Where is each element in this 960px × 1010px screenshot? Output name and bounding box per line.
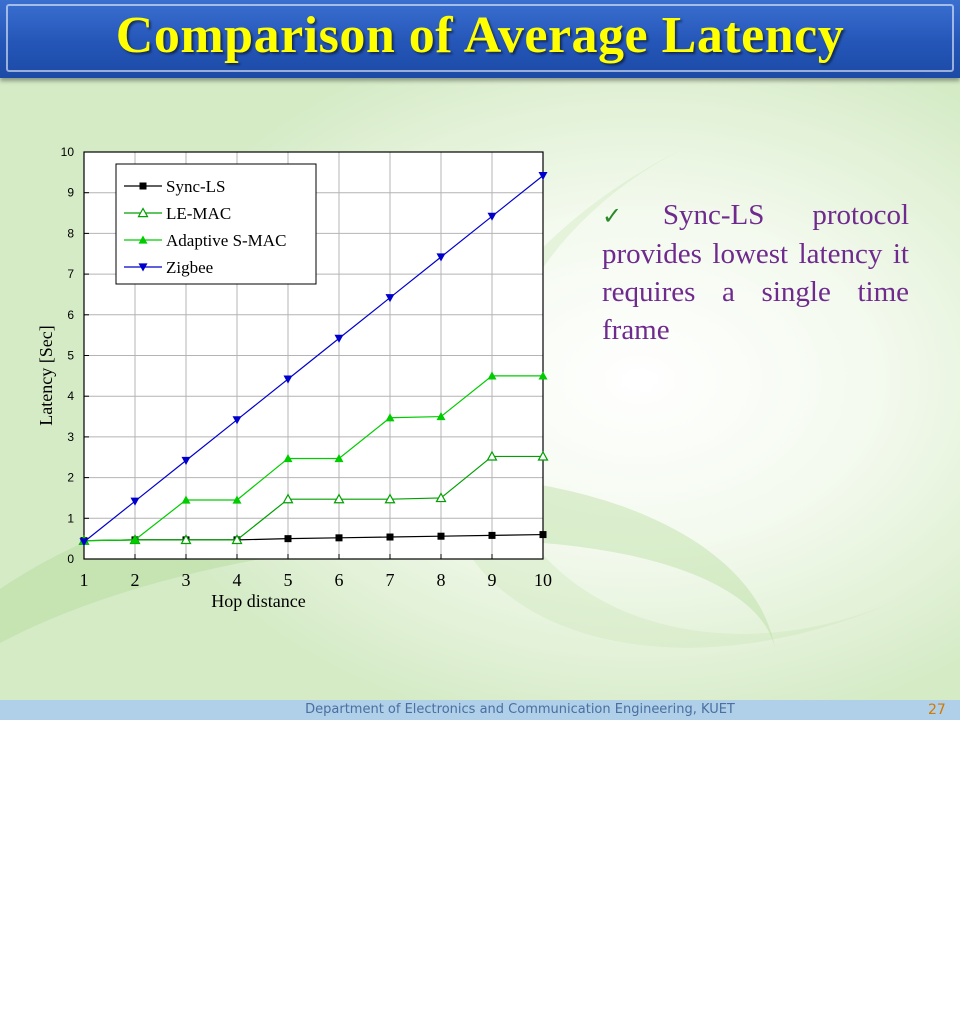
legend: Sync-LS LE-MAC Adaptive S-MAC Zigbee	[115, 163, 317, 285]
x-tick-label: 3	[182, 570, 191, 590]
data-point	[384, 493, 396, 504]
data-point	[385, 294, 395, 303]
y-tick-label: 5	[67, 349, 74, 363]
data-point	[486, 450, 498, 461]
series-zigbee	[79, 172, 548, 547]
data-point	[334, 453, 344, 463]
series-adaptive-s-mac	[79, 371, 548, 545]
page-title: Comparison of Average Latency	[115, 7, 845, 64]
data-point	[232, 416, 242, 425]
data-point	[333, 493, 345, 504]
data-point	[437, 532, 445, 540]
data-point	[538, 172, 548, 181]
data-point	[487, 212, 497, 221]
y-tick-label: 3	[67, 430, 74, 444]
data-point	[181, 456, 191, 466]
footer-bar	[0, 700, 960, 720]
x-tick-label: 9	[488, 570, 497, 590]
legend-box	[115, 163, 317, 285]
y-tick-label: 7	[67, 267, 74, 281]
legend-label: Zigbee	[166, 258, 213, 277]
data-point	[436, 412, 446, 421]
x-tick-label: 5	[284, 570, 293, 590]
x-tick-label: 2	[131, 570, 140, 590]
y-tick-label: 2	[67, 471, 74, 485]
data-point	[232, 495, 242, 504]
data-point	[130, 497, 140, 506]
page-number: 27	[928, 702, 946, 718]
series-line	[83, 455, 543, 542]
bullet-point: ✓Sync-LS protocol provides lowest latenc…	[602, 196, 909, 349]
data-point	[180, 534, 192, 545]
y-axis-label: Latency [Sec]	[36, 325, 56, 425]
data-point	[284, 535, 292, 543]
data-point	[335, 534, 343, 542]
data-point	[435, 492, 447, 503]
x-tick-label: 7	[386, 570, 395, 590]
series-line	[83, 175, 544, 543]
data-point	[537, 450, 549, 461]
checkmark-icon: ✓	[602, 202, 663, 230]
y-tick-label: 9	[67, 186, 74, 200]
y-tick-label: 1	[67, 511, 74, 525]
data-point	[79, 538, 89, 547]
data-point	[283, 375, 293, 384]
legend-marker	[138, 235, 148, 244]
data-point	[181, 495, 191, 504]
data-point	[386, 533, 394, 541]
data-point	[130, 535, 140, 544]
y-tick-label: 0	[67, 552, 74, 566]
x-tick-label: 6	[335, 570, 344, 590]
data-point	[539, 531, 547, 539]
y-tick-label: 4	[67, 389, 74, 403]
data-point	[538, 371, 548, 380]
legend-label: LE-MAC	[166, 204, 231, 223]
x-tick-label: 10	[534, 570, 552, 590]
data-point	[385, 413, 395, 422]
y-tick-label: 10	[61, 145, 75, 159]
x-tick-label: 4	[233, 570, 242, 590]
title-bar	[0, 0, 960, 78]
legend-marker	[139, 182, 147, 190]
footer-text: Department of Electronics and Communicat…	[305, 702, 735, 717]
data-point	[334, 334, 344, 343]
data-point	[231, 534, 243, 545]
x-tick-label: 1	[80, 570, 89, 590]
data-point	[488, 531, 496, 539]
data-point	[283, 453, 293, 463]
data-point	[487, 371, 497, 380]
y-tick-label: 6	[67, 308, 74, 322]
legend-label: Sync-LS	[166, 177, 226, 196]
y-tick-label: 8	[67, 226, 74, 240]
title-bar-frame	[6, 4, 954, 72]
x-axis-label: Hop distance	[211, 591, 305, 611]
data-point	[282, 493, 294, 504]
series-line	[83, 375, 543, 542]
data-point	[436, 253, 446, 262]
legend-marker	[137, 207, 149, 218]
bullet-text: Sync-LS protocol provides lowest latency…	[602, 199, 909, 346]
legend-marker	[138, 263, 148, 272]
legend-label: Adaptive S-MAC	[166, 231, 286, 250]
x-tick-label: 8	[437, 570, 446, 590]
